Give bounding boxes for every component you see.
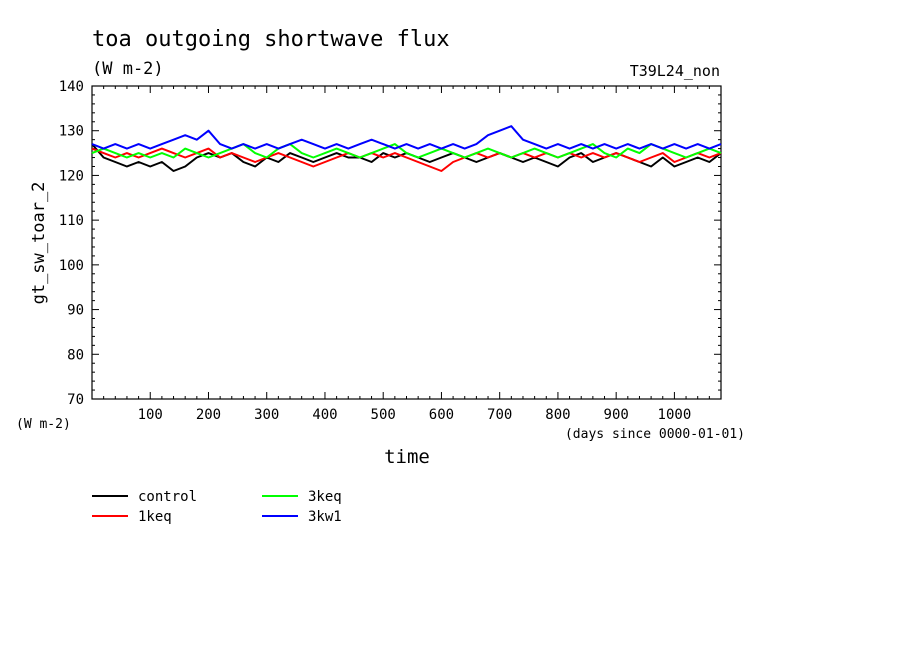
run-label: T39L24_non bbox=[630, 62, 720, 80]
chart-subtitle: (W m-2) bbox=[92, 59, 164, 79]
x-tick-label: 800 bbox=[545, 407, 570, 423]
x-tick-label: 900 bbox=[604, 407, 629, 423]
y-axis-units: (W m-2) bbox=[16, 417, 71, 432]
x-tick-label: 400 bbox=[312, 407, 337, 423]
legend-label-1keq: 1keq bbox=[138, 509, 172, 525]
legend-label-3kw1: 3kw1 bbox=[308, 509, 342, 525]
plot-frame bbox=[91, 85, 722, 400]
x-tick-label: 300 bbox=[254, 407, 279, 423]
y-tick-label: 100 bbox=[59, 258, 84, 274]
y-tick-label: 130 bbox=[59, 124, 84, 140]
x-tick-label: 700 bbox=[487, 407, 512, 423]
x-axis-ticks: 100 200 300 400 500 600 700 800 900 1000 bbox=[103, 86, 710, 423]
y-tick-label: 70 bbox=[67, 392, 84, 408]
legend-label-control: control bbox=[138, 489, 197, 505]
y-tick-label: 110 bbox=[59, 213, 84, 229]
x-tick-label: 1000 bbox=[658, 407, 692, 423]
y-tick-label: 80 bbox=[67, 347, 84, 363]
x-tick-label: 600 bbox=[429, 407, 454, 423]
x-tick-label: 500 bbox=[371, 407, 396, 423]
y-tick-label: 140 bbox=[59, 79, 84, 95]
x-tick-label: 100 bbox=[138, 407, 163, 423]
legend: control 1keq 3keq 3kw1 bbox=[92, 489, 342, 525]
series-line-3keq bbox=[91, 143, 722, 159]
x-axis-label: time bbox=[384, 446, 430, 468]
y-axis-ticks: 70 80 90 100 110 120 130 140 bbox=[59, 79, 721, 408]
series-lines bbox=[91, 125, 722, 172]
y-tick-label: 120 bbox=[59, 168, 84, 184]
y-tick-label: 90 bbox=[67, 303, 84, 319]
chart-title: toa outgoing shortwave flux bbox=[92, 27, 450, 52]
x-tick-label: 200 bbox=[196, 407, 221, 423]
legend-label-3keq: 3keq bbox=[308, 489, 342, 505]
x-axis-units: (days since 0000-01-01) bbox=[565, 427, 745, 442]
y-axis-label: gt_sw_toar_2 bbox=[29, 182, 49, 305]
series-line-3kw1 bbox=[91, 125, 722, 150]
